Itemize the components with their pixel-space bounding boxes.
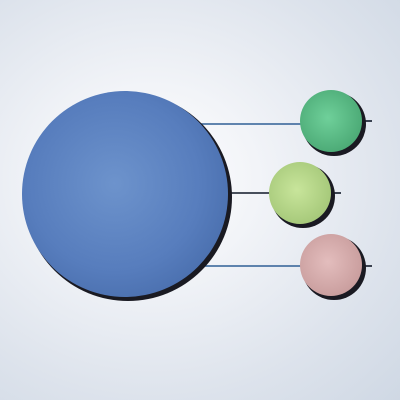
branch-node-2[interactable] xyxy=(269,162,331,224)
branch-node-3[interactable] xyxy=(300,234,362,296)
branch-node-1[interactable] xyxy=(300,90,362,152)
main-circle[interactable] xyxy=(22,91,228,297)
